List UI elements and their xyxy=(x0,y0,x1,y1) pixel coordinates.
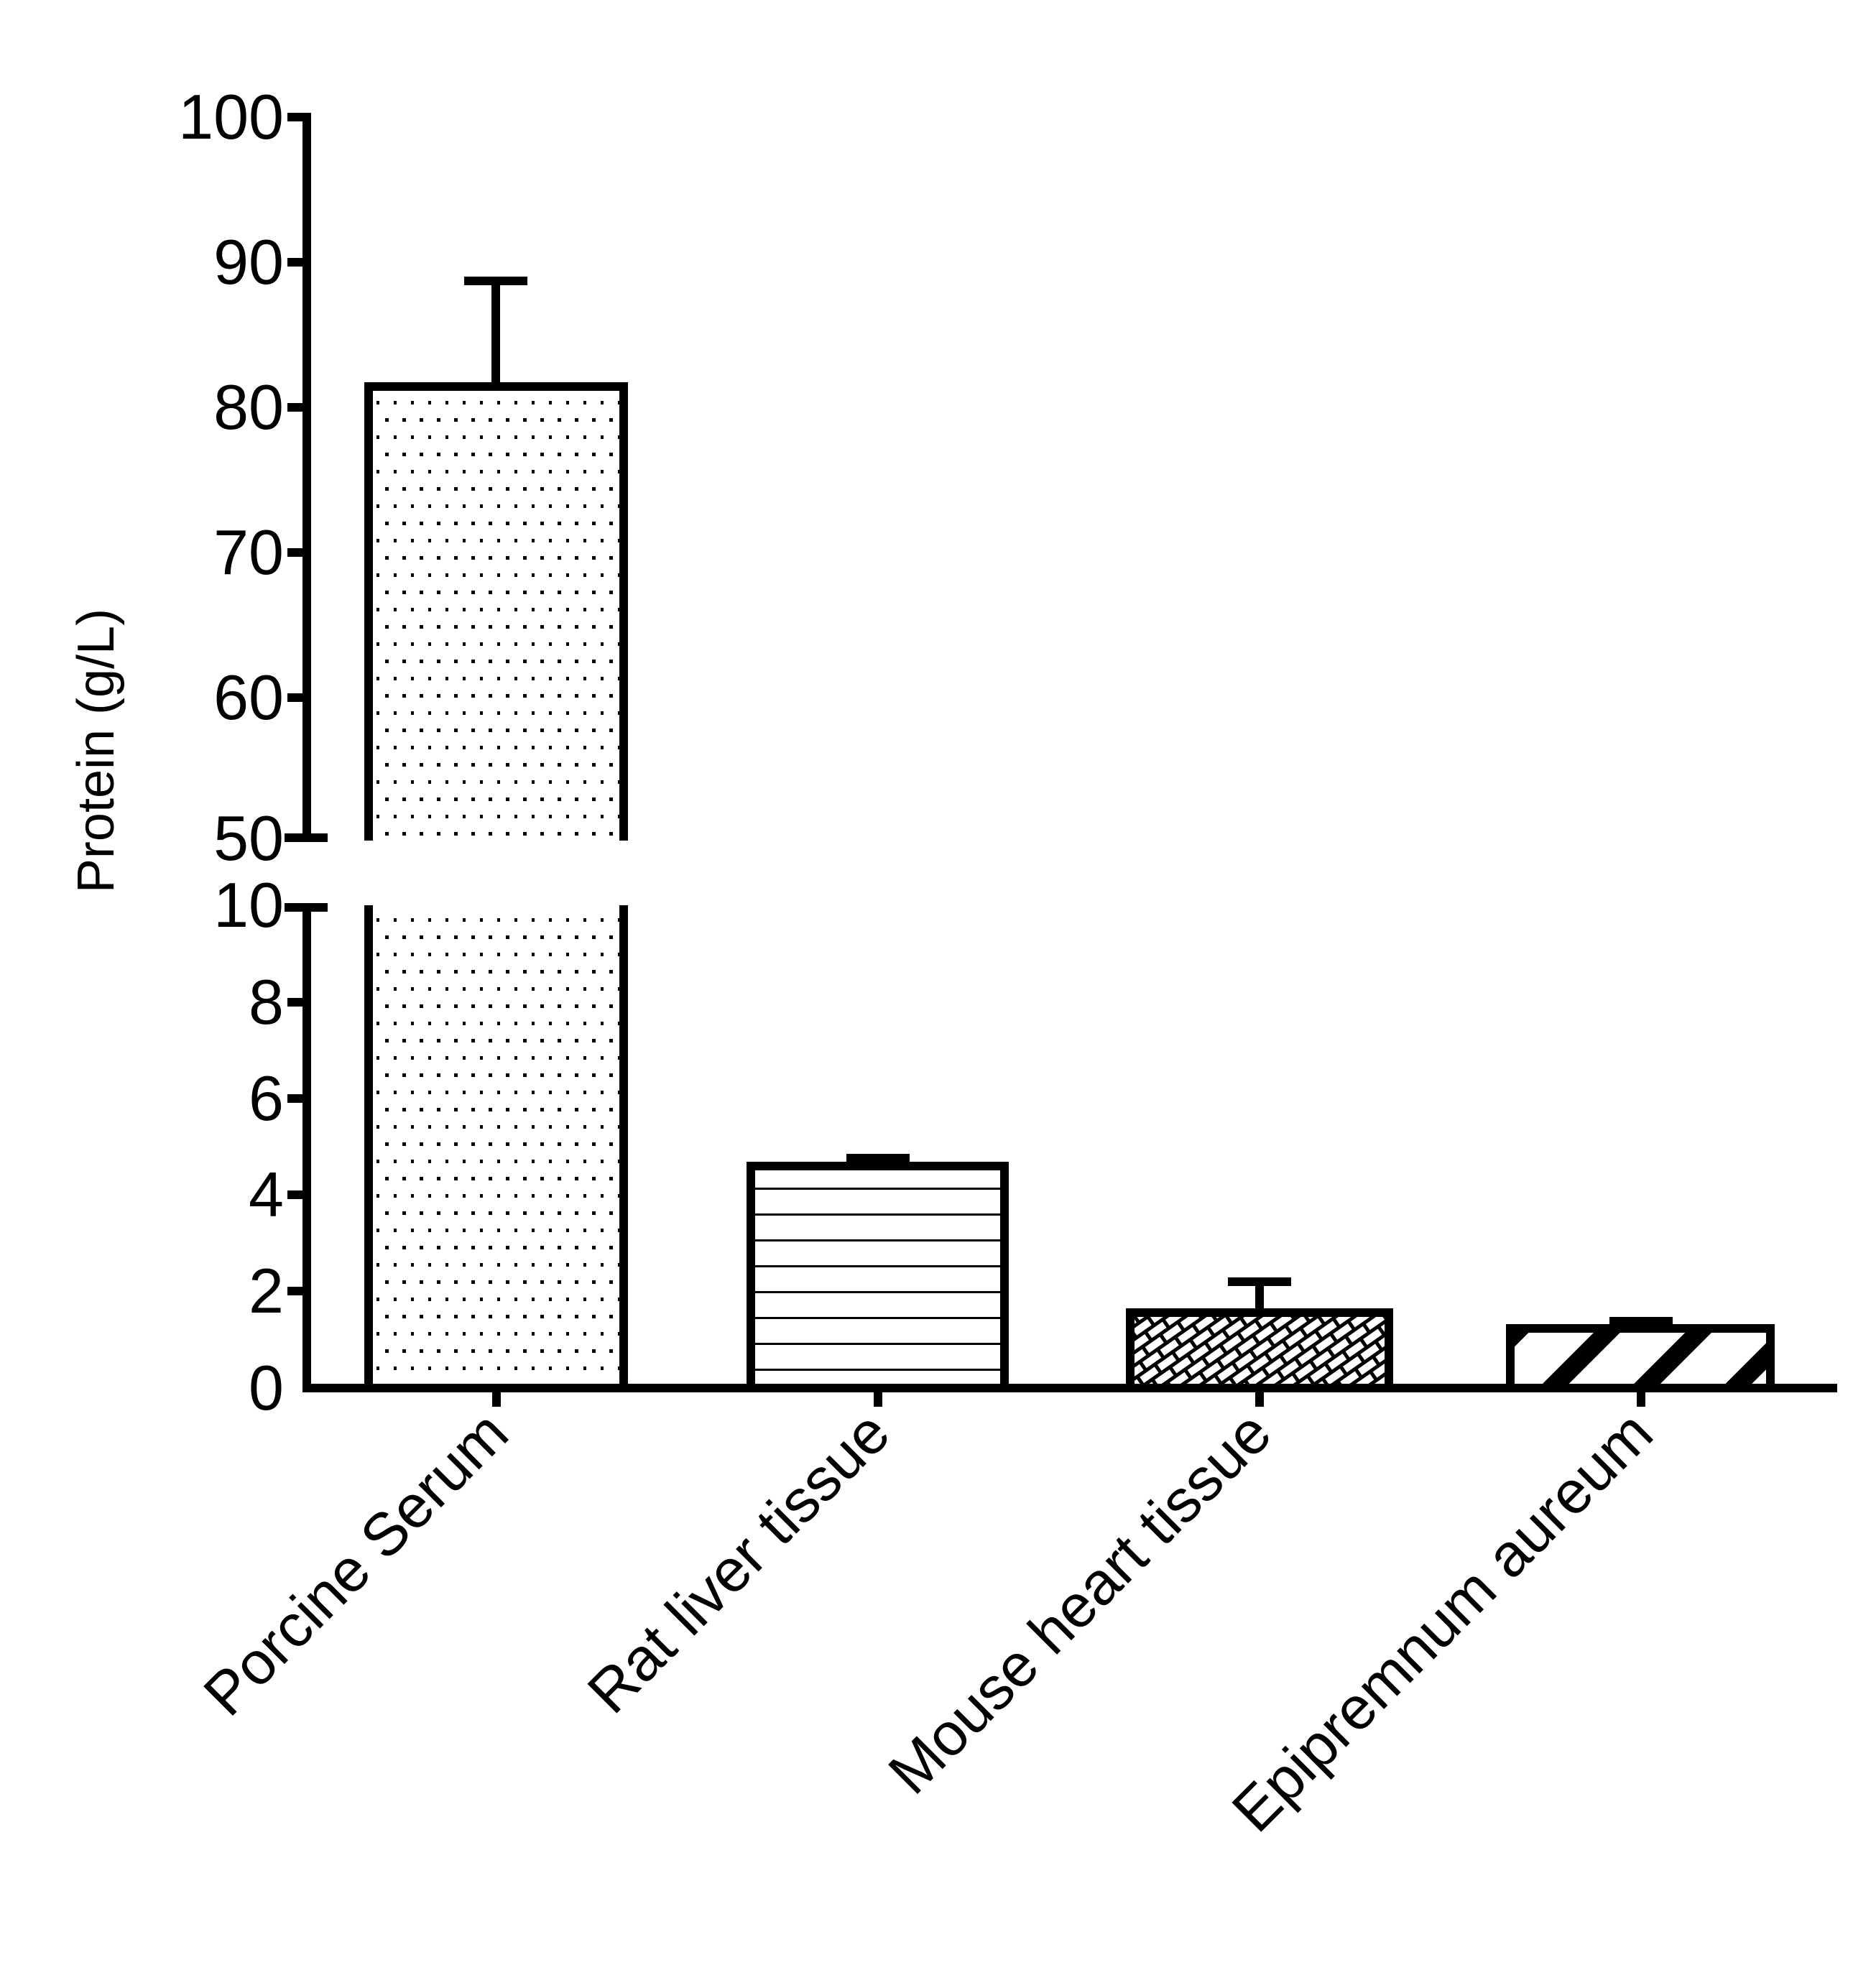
bar-mouse-heart-tissue xyxy=(1126,1277,1393,1392)
x-axis xyxy=(302,1384,1837,1407)
x-label-epipremnum-aureum: Epipremnum aureum xyxy=(1219,1398,1665,1844)
bar-rat-liver-tissue xyxy=(747,1154,1009,1392)
y-tick-labels-upper: 100 90 80 70 60 50 xyxy=(178,81,284,874)
y-tick-0: 0 xyxy=(249,1352,284,1423)
y-axis-lower xyxy=(285,903,328,1392)
y-tick-6: 6 xyxy=(249,1063,284,1134)
y-axis-title: Protein (g/L) xyxy=(68,609,125,893)
y-tick-10: 10 xyxy=(213,869,284,940)
y-tick-labels-lower: 10 8 6 4 2 0 xyxy=(213,869,284,1423)
y-tick-70: 70 xyxy=(213,517,284,588)
y-tick-60: 60 xyxy=(213,662,284,733)
x-label-mouse-heart-tissue: Mouse heart tissue xyxy=(875,1398,1283,1806)
y-tick-100: 100 xyxy=(178,81,284,152)
bar-epipremnum-aureum xyxy=(1506,1317,1775,1392)
x-label-porcine-serum: Porcine Serum xyxy=(190,1398,520,1728)
bar-porcine-serum xyxy=(364,277,628,1388)
error-bar-epipremnum-aureum xyxy=(1609,1317,1673,1326)
error-bar-rat-liver-tissue xyxy=(846,1154,910,1162)
y-tick-8: 8 xyxy=(249,966,284,1037)
y-tick-80: 80 xyxy=(213,371,284,443)
x-label-rat-liver-tissue: Rat liver tissue xyxy=(575,1398,902,1726)
y-tick-2: 2 xyxy=(249,1255,284,1326)
y-tick-50: 50 xyxy=(213,803,284,874)
y-axis-upper xyxy=(285,113,328,842)
y-tick-90: 90 xyxy=(213,226,284,297)
y-tick-4: 4 xyxy=(249,1159,284,1230)
x-tick-labels: Porcine Serum Rat liver tissue Mouse hea… xyxy=(190,1398,1665,1844)
